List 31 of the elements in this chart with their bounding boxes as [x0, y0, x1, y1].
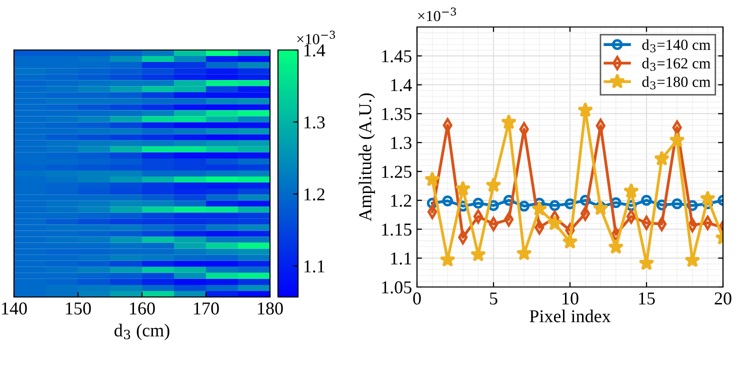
y-tick-label: 1.2 [391, 194, 412, 207]
x-tick-label: 5 [490, 292, 498, 305]
legend-label: d$_{3}$=162 cm [642, 58, 710, 71]
text: ×10$^{−3}$ [418, 8, 456, 22]
color-bar-label: 1.4 [304, 44, 326, 57]
y-tick-label: 1.25 [382, 166, 412, 178]
x-tick-label: 15 [639, 292, 655, 305]
text: ×10$^{−3}$ [297, 30, 336, 44]
x-tick-label: 170 [194, 302, 219, 315]
y-tick-label: 1.45 [382, 50, 412, 62]
x-tick-label: 20 [714, 292, 732, 305]
y-tick-label: 1.1 [391, 252, 412, 265]
y-tick-label: 1.05 [382, 281, 412, 294]
legend-label: d$_{3}$=180 cm [642, 76, 710, 90]
y-tick-label: 1.35 [382, 108, 412, 120]
x-tick-label: 150 [66, 302, 91, 315]
y-tick-label: 1.4 [391, 79, 412, 92]
y-tick-label: 1.15 [382, 224, 412, 236]
y-axis-title: Amplitude (A.U.) [358, 93, 375, 222]
y-tick-label: 1.3 [391, 136, 412, 150]
x-tick-label: 10 [562, 292, 578, 305]
x-tick-label: 180 [258, 302, 283, 315]
color-bar-label: 1.2 [304, 188, 324, 201]
x-tick-label: 160 [130, 302, 155, 315]
x-tick-label: 140 [2, 302, 27, 315]
x-axis-title: d$_{3}$ (cm) [114, 324, 170, 340]
color-bar-label: 1.1 [304, 260, 324, 273]
legend-label: d$_{3}$=140 cm [642, 39, 710, 52]
x-tick-label: 0 [413, 292, 421, 305]
color-bar-label: 1.3 [304, 116, 325, 129]
x-axis-title: Pixel index [530, 310, 611, 322]
